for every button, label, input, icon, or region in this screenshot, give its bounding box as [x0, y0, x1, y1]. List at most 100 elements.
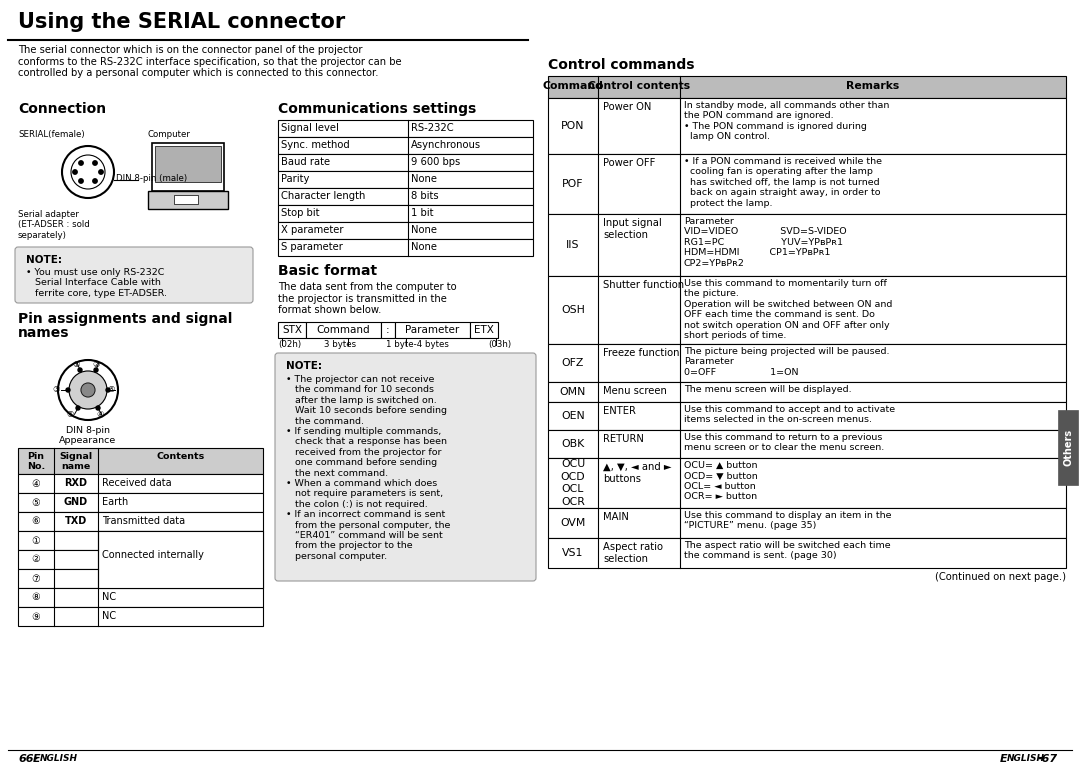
Text: OCL: OCL [562, 484, 584, 494]
Text: OMN: OMN [559, 387, 586, 397]
Circle shape [94, 368, 98, 372]
FancyBboxPatch shape [548, 402, 1066, 430]
Text: ④: ④ [31, 478, 40, 489]
Circle shape [98, 170, 104, 174]
Text: Others: Others [1063, 429, 1074, 466]
Circle shape [72, 170, 77, 174]
FancyBboxPatch shape [148, 191, 228, 209]
Text: Control commands: Control commands [548, 58, 694, 72]
Text: Use this command to accept and to activate
items selected in the on-screen menus: Use this command to accept and to activa… [684, 405, 895, 425]
Text: • You must use only RS-232C
   Serial Interface Cable with
   ferrite core, type: • You must use only RS-232C Serial Inter… [26, 268, 167, 298]
Circle shape [69, 371, 107, 409]
Text: MAIN: MAIN [603, 512, 629, 522]
FancyBboxPatch shape [18, 512, 264, 531]
Circle shape [66, 388, 70, 392]
FancyBboxPatch shape [548, 98, 1066, 154]
Text: NOTE:: NOTE: [26, 255, 62, 265]
FancyBboxPatch shape [278, 120, 534, 137]
Text: S parameter: S parameter [281, 242, 342, 252]
Text: Communications settings: Communications settings [278, 102, 476, 116]
Text: IIS: IIS [566, 240, 580, 250]
Text: Control contents: Control contents [588, 81, 690, 91]
Circle shape [93, 179, 97, 183]
FancyBboxPatch shape [18, 493, 264, 512]
Text: Computer: Computer [148, 130, 191, 139]
Text: Character length: Character length [281, 191, 365, 201]
FancyBboxPatch shape [548, 458, 1066, 508]
Circle shape [79, 161, 83, 165]
Circle shape [81, 383, 95, 397]
FancyBboxPatch shape [278, 171, 534, 188]
Text: Freeze function: Freeze function [603, 348, 679, 358]
Text: Connection: Connection [18, 102, 106, 116]
Text: Basic format: Basic format [278, 264, 377, 278]
Text: SERIAL(female): SERIAL(female) [18, 130, 84, 139]
Text: OCD: OCD [561, 472, 585, 482]
FancyBboxPatch shape [306, 322, 381, 338]
FancyBboxPatch shape [470, 322, 498, 338]
FancyBboxPatch shape [548, 276, 1066, 344]
Text: ENTER: ENTER [603, 406, 636, 416]
FancyBboxPatch shape [548, 214, 1066, 276]
Text: NC: NC [102, 592, 117, 602]
Text: ③: ③ [52, 385, 59, 394]
FancyBboxPatch shape [278, 137, 534, 154]
Text: OBK: OBK [562, 439, 584, 449]
Text: ⑦: ⑦ [31, 574, 40, 584]
Circle shape [106, 388, 110, 392]
Text: ⑥: ⑥ [31, 516, 40, 526]
FancyBboxPatch shape [548, 538, 1066, 568]
FancyBboxPatch shape [548, 382, 1066, 402]
Text: 1 byte-4 bytes: 1 byte-4 bytes [386, 340, 449, 349]
Circle shape [78, 368, 82, 372]
Text: Command: Command [316, 325, 370, 335]
Text: Pin
No.: Pin No. [27, 452, 45, 471]
Text: -67: -67 [1038, 754, 1058, 764]
Text: In standby mode, all commands other than
the PON command are ignored.
• The PON : In standby mode, all commands other than… [684, 101, 889, 142]
Text: The aspect ratio will be switched each time
the command is sent. (page 30): The aspect ratio will be switched each t… [684, 541, 891, 561]
Text: None: None [411, 242, 437, 252]
Text: OFZ: OFZ [562, 358, 584, 368]
Text: Signal level: Signal level [281, 123, 339, 133]
FancyBboxPatch shape [18, 448, 264, 474]
Text: TXD: TXD [65, 516, 87, 526]
Text: Use this command to momentarily turn off
the picture.
Operation will be switched: Use this command to momentarily turn off… [684, 279, 892, 340]
Text: VS1: VS1 [563, 548, 583, 558]
FancyBboxPatch shape [18, 607, 264, 626]
Text: Signal
name: Signal name [59, 452, 93, 471]
Text: E: E [1000, 754, 1008, 764]
Text: (03h): (03h) [488, 340, 511, 349]
Text: Transmitted data: Transmitted data [102, 516, 185, 526]
Text: names: names [18, 326, 69, 340]
FancyBboxPatch shape [278, 154, 534, 171]
Text: Command: Command [542, 81, 604, 91]
FancyBboxPatch shape [18, 474, 264, 493]
Text: Sync. method: Sync. method [281, 140, 350, 150]
FancyBboxPatch shape [278, 188, 534, 205]
Text: ⑤: ⑤ [107, 385, 114, 394]
Text: GND: GND [64, 497, 89, 507]
Text: • The projector can not receive
   the command for 10 seconds
   after the lamp : • The projector can not receive the comm… [286, 375, 450, 561]
Circle shape [79, 179, 83, 183]
Text: NOTE:: NOTE: [286, 361, 322, 371]
Text: Received data: Received data [102, 478, 172, 488]
Text: OEN: OEN [562, 411, 585, 421]
Text: Use this command to display an item in the
“PICTURE” menu. (page 35): Use this command to display an item in t… [684, 511, 891, 530]
Text: Using the SERIAL connector: Using the SERIAL connector [18, 12, 346, 32]
Text: (02h): (02h) [278, 340, 301, 349]
Text: The picture being projected will be paused.
Parameter
0=OFF                  1=O: The picture being projected will be paus… [684, 347, 890, 377]
Text: Menu screen: Menu screen [603, 386, 666, 396]
Text: ⑨: ⑨ [31, 611, 40, 621]
Text: X parameter: X parameter [281, 225, 343, 235]
Text: Contents: Contents [157, 452, 204, 461]
Text: NC: NC [102, 611, 117, 621]
Text: 1 bit: 1 bit [411, 208, 433, 218]
Text: ⑧: ⑧ [96, 410, 104, 419]
FancyBboxPatch shape [174, 195, 198, 204]
Text: Input signal
selection: Input signal selection [603, 218, 662, 239]
Text: None: None [411, 225, 437, 235]
Text: Serial adapter
(ET-ADSER : sold
separately): Serial adapter (ET-ADSER : sold separate… [18, 210, 90, 239]
Text: ②: ② [31, 555, 40, 565]
Text: • If a PON command is received while the
  cooling fan is operating after the la: • If a PON command is received while the… [684, 157, 882, 207]
Text: E: E [33, 754, 41, 764]
